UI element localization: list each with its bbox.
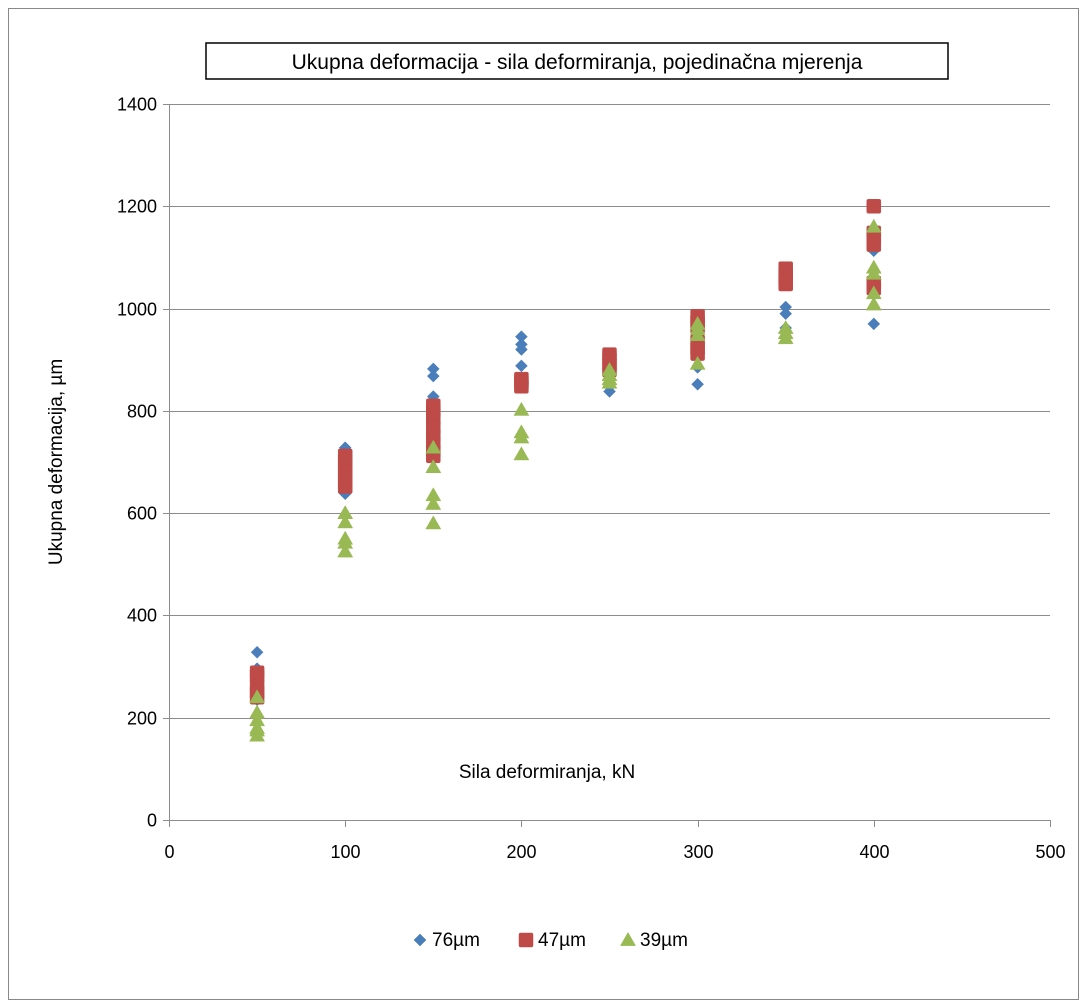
data-point: [425, 439, 442, 454]
axes: [163, 104, 1051, 827]
data-point: [513, 429, 530, 444]
y-tick-label: 1000: [117, 300, 157, 320]
data-point: [865, 296, 882, 311]
data-point: [867, 317, 881, 331]
data-point: [337, 514, 354, 529]
legend: 76µm 47µm 39µm: [413, 930, 688, 951]
data-point: [601, 374, 618, 389]
data-point: [778, 276, 793, 292]
y-tick-label: 400: [127, 606, 157, 626]
x-tick-label: 100: [330, 842, 360, 862]
legend-marker: [518, 932, 534, 948]
y-axis-label: Ukupna deformacija, µm: [46, 359, 67, 565]
gridlines: [169, 104, 1050, 719]
legend-label: 39µm: [640, 930, 688, 951]
chart-title-text: Ukupna deformacija - sila deformiranja, …: [292, 51, 863, 74]
data-point: [425, 495, 442, 510]
data-point: [426, 369, 440, 383]
chart-title: Ukupna deformacija - sila deformiranja, …: [205, 42, 949, 80]
data-point: [513, 401, 530, 416]
data-point: [337, 543, 354, 558]
data-point: [515, 343, 528, 356]
data-point: [691, 377, 704, 391]
data-point: [250, 645, 264, 659]
y-tick-label: 600: [127, 504, 157, 524]
x-axis-label: Sila deformiranja, kN: [459, 762, 635, 783]
data-point: [513, 446, 530, 461]
data-point: [249, 689, 266, 704]
legend-item: 76µm: [413, 930, 480, 951]
legend-marker: [413, 933, 427, 947]
data-point: [425, 515, 442, 530]
y-tick-label: 1400: [117, 95, 157, 115]
x-tick-label: 200: [506, 842, 536, 862]
data-point: [865, 218, 882, 233]
chart-title-box: [205, 42, 949, 80]
x-tick-label: 500: [1035, 842, 1065, 862]
data-point: [777, 330, 794, 345]
legend-label: 76µm: [432, 930, 480, 951]
tick-labels: 0 200 400 600 800 1000 1200 1400 0 100 200 300 400 50…: [117, 95, 1066, 863]
chart-area-border: [8, 8, 1079, 1000]
data-point: [425, 459, 442, 473]
data-point: [514, 379, 529, 394]
x-tick-label: 0: [164, 842, 174, 862]
data-points: [249, 199, 882, 742]
data-point: [337, 479, 353, 494]
y-tick-label: 1200: [117, 197, 157, 217]
x-tick-label: 300: [683, 842, 713, 862]
series-triangle: [249, 218, 882, 742]
legend-marker: [620, 931, 636, 946]
data-point: [865, 265, 882, 280]
data-point: [249, 727, 266, 742]
data-point: [866, 237, 882, 252]
y-tick-label: 200: [127, 709, 157, 729]
data-point: [689, 327, 706, 342]
data-point: [689, 355, 706, 370]
legend-item: 39µm: [620, 930, 688, 951]
legend-label: 47µm: [538, 930, 586, 951]
y-tick-label: 800: [127, 402, 157, 422]
y-tick-label: 0: [147, 811, 157, 831]
x-tick-label: 400: [859, 842, 889, 862]
data-point: [866, 199, 882, 214]
legend-item: 47µm: [518, 930, 586, 951]
data-point: [515, 359, 528, 373]
data-point: [779, 307, 793, 321]
